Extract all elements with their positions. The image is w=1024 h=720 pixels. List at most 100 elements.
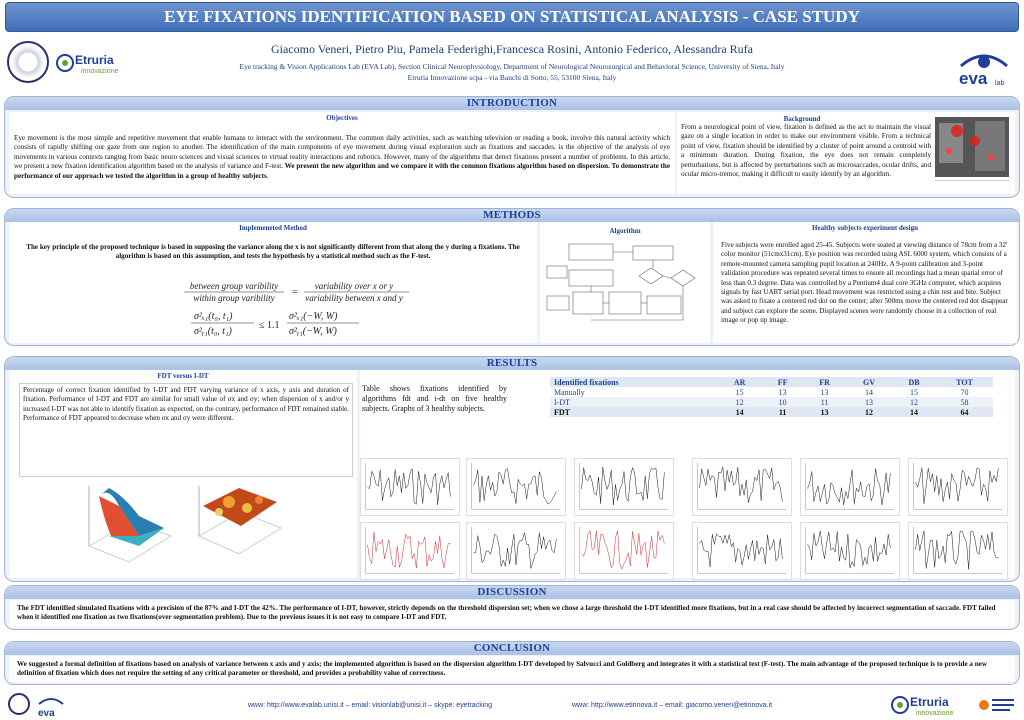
conclusion-text: We suggested a formal definition of fixa…: [17, 660, 987, 678]
svg-text:variability over x or y: variability over x or y: [315, 281, 393, 291]
university-seal-logo: [7, 41, 49, 83]
table-header-cell: GV: [846, 377, 893, 387]
network-logo: [978, 694, 1016, 716]
gaze-plot: [466, 458, 566, 516]
discussion-title: DISCUSSION: [5, 586, 1019, 599]
svg-text:σ²ₓ₁(t₀, t₁): σ²ₓ₁(t₀, t₁): [194, 311, 233, 322]
table-cell: 10: [762, 397, 804, 407]
gaze-plot: [360, 522, 460, 580]
results-section: RESULTS FDT versus I-DT Percentage of co…: [4, 356, 1020, 582]
footer: eva www: http://www.evalab.unisi.it – em…: [0, 690, 1024, 720]
table-header-cell: FR: [803, 377, 847, 387]
table-cell: 14: [892, 407, 937, 417]
background-panel: Background From a neurological point of …: [677, 112, 1015, 194]
table-cell: 64: [936, 407, 993, 417]
table-row: FDT 14 11 13 12 14 64: [550, 407, 993, 417]
table-text: Table shows fixations identified by algo…: [362, 384, 507, 413]
university-seal-logo-small: [8, 693, 30, 715]
svg-text:within group varibility: within group varibility: [193, 293, 274, 303]
fixations-table: Identified fixations AR FF FR GV DB TOT Manual…: [550, 377, 993, 417]
gaze-plot: [800, 522, 900, 580]
etruria-logo: Etruria innovazione: [56, 53, 118, 75]
gaze-plot: [360, 458, 460, 516]
conclusion-title: CONCLUSION: [5, 642, 1019, 655]
table-row: Manually 15 13 13 14 15 70: [550, 387, 993, 397]
table-cell: 15: [892, 387, 937, 397]
table-cell: 14: [717, 407, 763, 417]
affiliation-1: Eye tracking & Vision Applications Lab (…: [239, 62, 785, 71]
authors: Giacomo Veneri, Pietro Piu, Pamela Feder…: [270, 42, 753, 56]
introduction-title: INTRODUCTION: [5, 97, 1019, 110]
introduction-section: INTRODUCTION Objectives Eye movement is …: [4, 96, 1020, 198]
table-cell: 70: [936, 387, 993, 397]
table-cell: 11: [803, 397, 847, 407]
table-header-cell: FF: [762, 377, 804, 387]
implemented-title: Implemeneted Method: [239, 224, 307, 232]
implemented-method-panel: Implemeneted Method The key principle of…: [9, 222, 537, 343]
image-caption: [935, 180, 1009, 189]
table-cell: 12: [717, 397, 763, 407]
svg-text:σ²ᵧ₁(−W, W): σ²ᵧ₁(−W, W): [289, 326, 338, 337]
table-cell: 13: [803, 387, 847, 397]
gaze-plot: [692, 522, 792, 580]
objectives-text: Eye movement is the most simple and repe…: [14, 134, 670, 180]
svg-text:Etruria: Etruria: [75, 53, 114, 67]
header: Giacomo Veneri, Pietro Piu, Pamela Feder…: [0, 32, 1024, 90]
svg-text:σ²ᵧ₁(t₀, t₁): σ²ᵧ₁(t₀, t₁): [194, 326, 233, 337]
table-cell: 12: [846, 407, 893, 417]
algorithm-title: Algorithm: [609, 227, 641, 235]
poster-title: EYE FIXATIONS IDENTIFICATION BASED ON ST…: [5, 2, 1019, 32]
fdt-vs-idt-panel: FDT versus I-DT Percentage of correct fi…: [9, 370, 357, 578]
healthy-title: Healthy subjects experiment design: [812, 224, 918, 232]
objectives-panel: Objectives Eye movement is the most simp…: [9, 112, 675, 194]
fdt-text: Percentage of correct fixation identifie…: [19, 383, 353, 477]
methods-title: METHODS: [5, 209, 1019, 222]
implemented-text: The key principle of the proposed techni…: [26, 243, 520, 261]
footer-contact-etinnova: www: http://www.etinnova.it – email: gia…: [572, 702, 773, 709]
svg-text:≤ 1.1: ≤ 1.1: [259, 320, 280, 331]
svg-text:lab: lab: [995, 80, 1004, 87]
results-title: RESULTS: [5, 357, 1019, 370]
table-cell: 11: [762, 407, 804, 417]
table-cell: I-DT: [550, 397, 718, 407]
conclusion-section: CONCLUSION We suggested a formal definit…: [4, 641, 1020, 685]
table-header-cell: AR: [717, 377, 763, 387]
table-cell: 13: [762, 387, 804, 397]
table-cell: 13: [846, 397, 893, 407]
table-row: I-DT 12 10 11 13 12 58: [550, 397, 993, 407]
gaze-plot: [574, 522, 674, 580]
table-cell: 14: [846, 387, 893, 397]
svg-text:=: =: [292, 287, 298, 298]
table-header-cell: Identified fixations: [550, 377, 718, 387]
discussion-panel: The FDT identified simulated fixations w…: [9, 600, 1015, 627]
algorithm-flowchart: [546, 243, 696, 321]
fdt-title: FDT versus I-DT: [157, 372, 209, 380]
svg-text:variability between x and y: variability between x and y: [305, 293, 402, 303]
conclusion-panel: We suggested a formal definition of fixa…: [9, 656, 1015, 682]
background-text: From a neurological point of view, fixat…: [681, 123, 931, 179]
variance-formula: between group varibility within group va…: [184, 281, 409, 337]
healthy-text: Five subjects were enrolled aged 25-45. …: [721, 241, 1008, 325]
table-cell: FDT: [550, 407, 718, 417]
table-header-cell: TOT: [936, 377, 993, 387]
eva-lab-logo: eva lab: [959, 54, 1008, 88]
gaze-plot: [692, 458, 792, 516]
idt-surface-plot: [88, 486, 172, 563]
svg-text:innovazione: innovazione: [81, 68, 118, 75]
gaze-plot: [466, 522, 566, 580]
gaze-plot: [800, 458, 900, 516]
svg-text:eva: eva: [959, 69, 988, 88]
healthy-subjects-panel: Healthy subjects experiment design Five …: [713, 222, 1017, 343]
gaze-plot: [574, 458, 674, 516]
table-cell: 13: [803, 407, 847, 417]
gaze-plot: [908, 458, 1008, 516]
eva-lab-logo-small: eva: [38, 698, 64, 718]
svg-text:eva: eva: [38, 708, 55, 718]
table-cell: 12: [892, 397, 937, 407]
discussion-section: DISCUSSION The FDT identified simulated …: [4, 585, 1020, 630]
table-cell: Manually: [550, 387, 718, 397]
fixation-heatmap-image: [935, 117, 1009, 177]
etruria-logo-small: Etruria innovazione: [891, 695, 953, 717]
background-title: Background: [783, 115, 821, 123]
table-header-row: Identified fixations AR FF FR GV DB TOT: [550, 377, 993, 387]
